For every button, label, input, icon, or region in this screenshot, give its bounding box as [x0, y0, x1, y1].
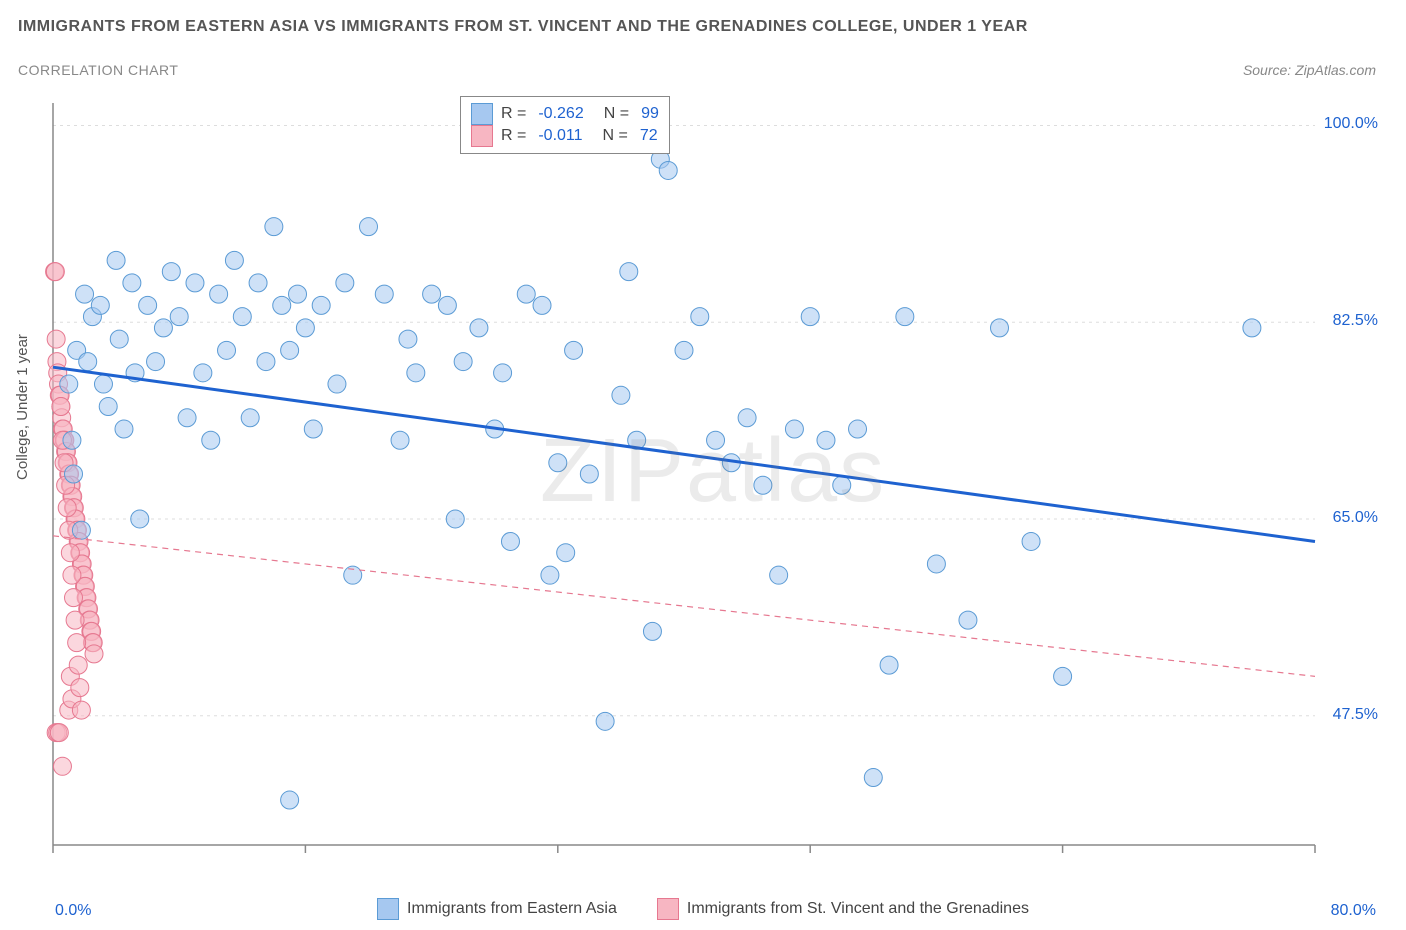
chart-subtitle: CORRELATION CHART [18, 62, 178, 78]
stats-legend: R = -0.262 N = 99 R = -0.011 N = 72 [460, 96, 670, 154]
source-attribution: Source: ZipAtlas.com [1243, 62, 1376, 78]
y-tick-label: 100.0% [1324, 115, 1378, 133]
bottom-swatch-series2 [657, 898, 679, 920]
n-value-1: 99 [641, 105, 659, 123]
legend-swatch-series1 [471, 103, 493, 125]
r-value-1: -0.262 [538, 105, 583, 123]
r-label-2: R = [501, 127, 526, 145]
n-value-2: 72 [640, 127, 658, 145]
bottom-legend-item-2: Immigrants from St. Vincent and the Gren… [657, 898, 1029, 920]
y-axis-label: College, Under 1 year [14, 334, 31, 480]
bottom-legend-label-2: Immigrants from St. Vincent and the Gren… [687, 900, 1029, 918]
n-label-1: N = [604, 105, 629, 123]
y-tick-label: 82.5% [1333, 312, 1378, 330]
y-tick-label: 47.5% [1333, 706, 1378, 724]
r-label-1: R = [501, 105, 526, 123]
bottom-legend: Immigrants from Eastern Asia Immigrants … [0, 898, 1406, 920]
bottom-legend-label-1: Immigrants from Eastern Asia [407, 900, 617, 918]
n-label-2: N = [603, 127, 628, 145]
stats-legend-row-1: R = -0.262 N = 99 [471, 103, 659, 125]
stats-legend-row-2: R = -0.011 N = 72 [471, 125, 659, 147]
scatter-plot [45, 95, 1375, 875]
r-value-2: -0.011 [538, 127, 582, 145]
y-tick-label: 65.0% [1333, 509, 1378, 527]
bottom-swatch-series1 [377, 898, 399, 920]
chart-title: IMMIGRANTS FROM EASTERN ASIA VS IMMIGRAN… [18, 18, 1028, 36]
bottom-legend-item-1: Immigrants from Eastern Asia [377, 898, 617, 920]
legend-swatch-series2 [471, 125, 493, 147]
